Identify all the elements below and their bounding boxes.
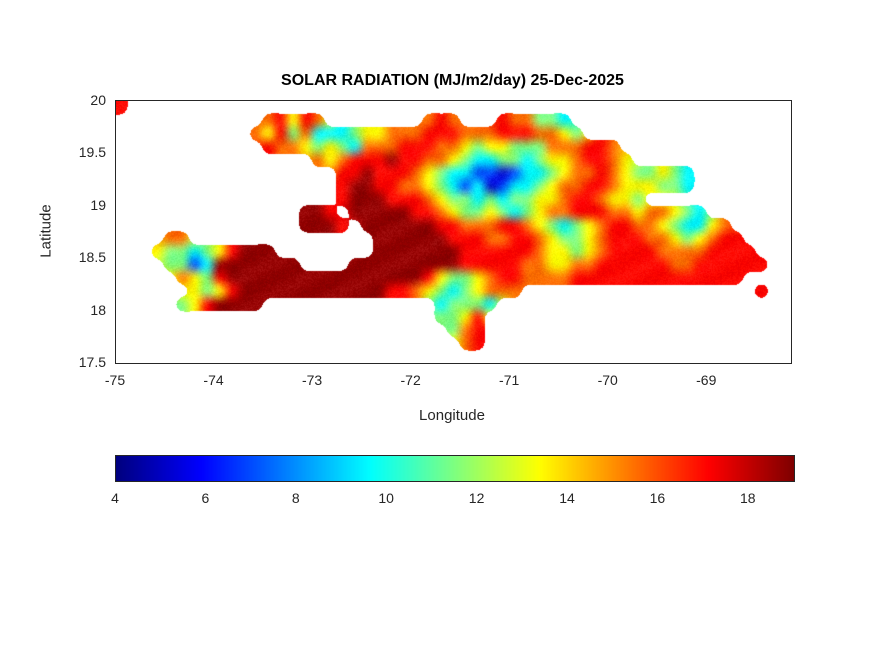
- colorbar-tick-label: 4: [111, 490, 119, 506]
- x-tick-label: -72: [400, 372, 421, 388]
- y-tick-label: 19: [90, 196, 106, 213]
- x-tick-label: -70: [597, 372, 618, 388]
- colorbar-canvas: [116, 456, 794, 481]
- x-tick-label: -74: [203, 372, 224, 388]
- x-tick-label: -75: [104, 372, 126, 388]
- x-tick-label: -69: [696, 372, 717, 388]
- heatmap-canvas: [116, 101, 791, 363]
- chart-title: SOLAR RADIATION (MJ/m2/day) 25-Dec-2025: [281, 72, 624, 89]
- y-tick-label: 18.5: [78, 249, 106, 266]
- y-tick-label: 17.5: [78, 354, 106, 370]
- x-tick-label: -71: [499, 372, 520, 388]
- x-tick-label: -73: [301, 372, 323, 388]
- colorbar-tick-label: 14: [559, 490, 575, 506]
- colorbar-tick-label: 16: [649, 490, 666, 506]
- y-tick-label: 18: [90, 301, 106, 318]
- x-axis-label: Longitude: [419, 407, 485, 424]
- plot-area: [115, 100, 792, 364]
- y-tick-label: 19.5: [78, 144, 106, 161]
- colorbar-tick-label: 6: [201, 490, 210, 506]
- colorbar-tick-label: 18: [740, 490, 756, 506]
- colorbar-tick-label: 8: [291, 490, 300, 506]
- y-axis-label: Latitude: [37, 204, 55, 258]
- colorbar-tick-label: 10: [378, 490, 394, 506]
- colorbar: [115, 455, 795, 482]
- y-tick-label: 20: [90, 92, 106, 108]
- colorbar-tick-label: 12: [468, 490, 485, 506]
